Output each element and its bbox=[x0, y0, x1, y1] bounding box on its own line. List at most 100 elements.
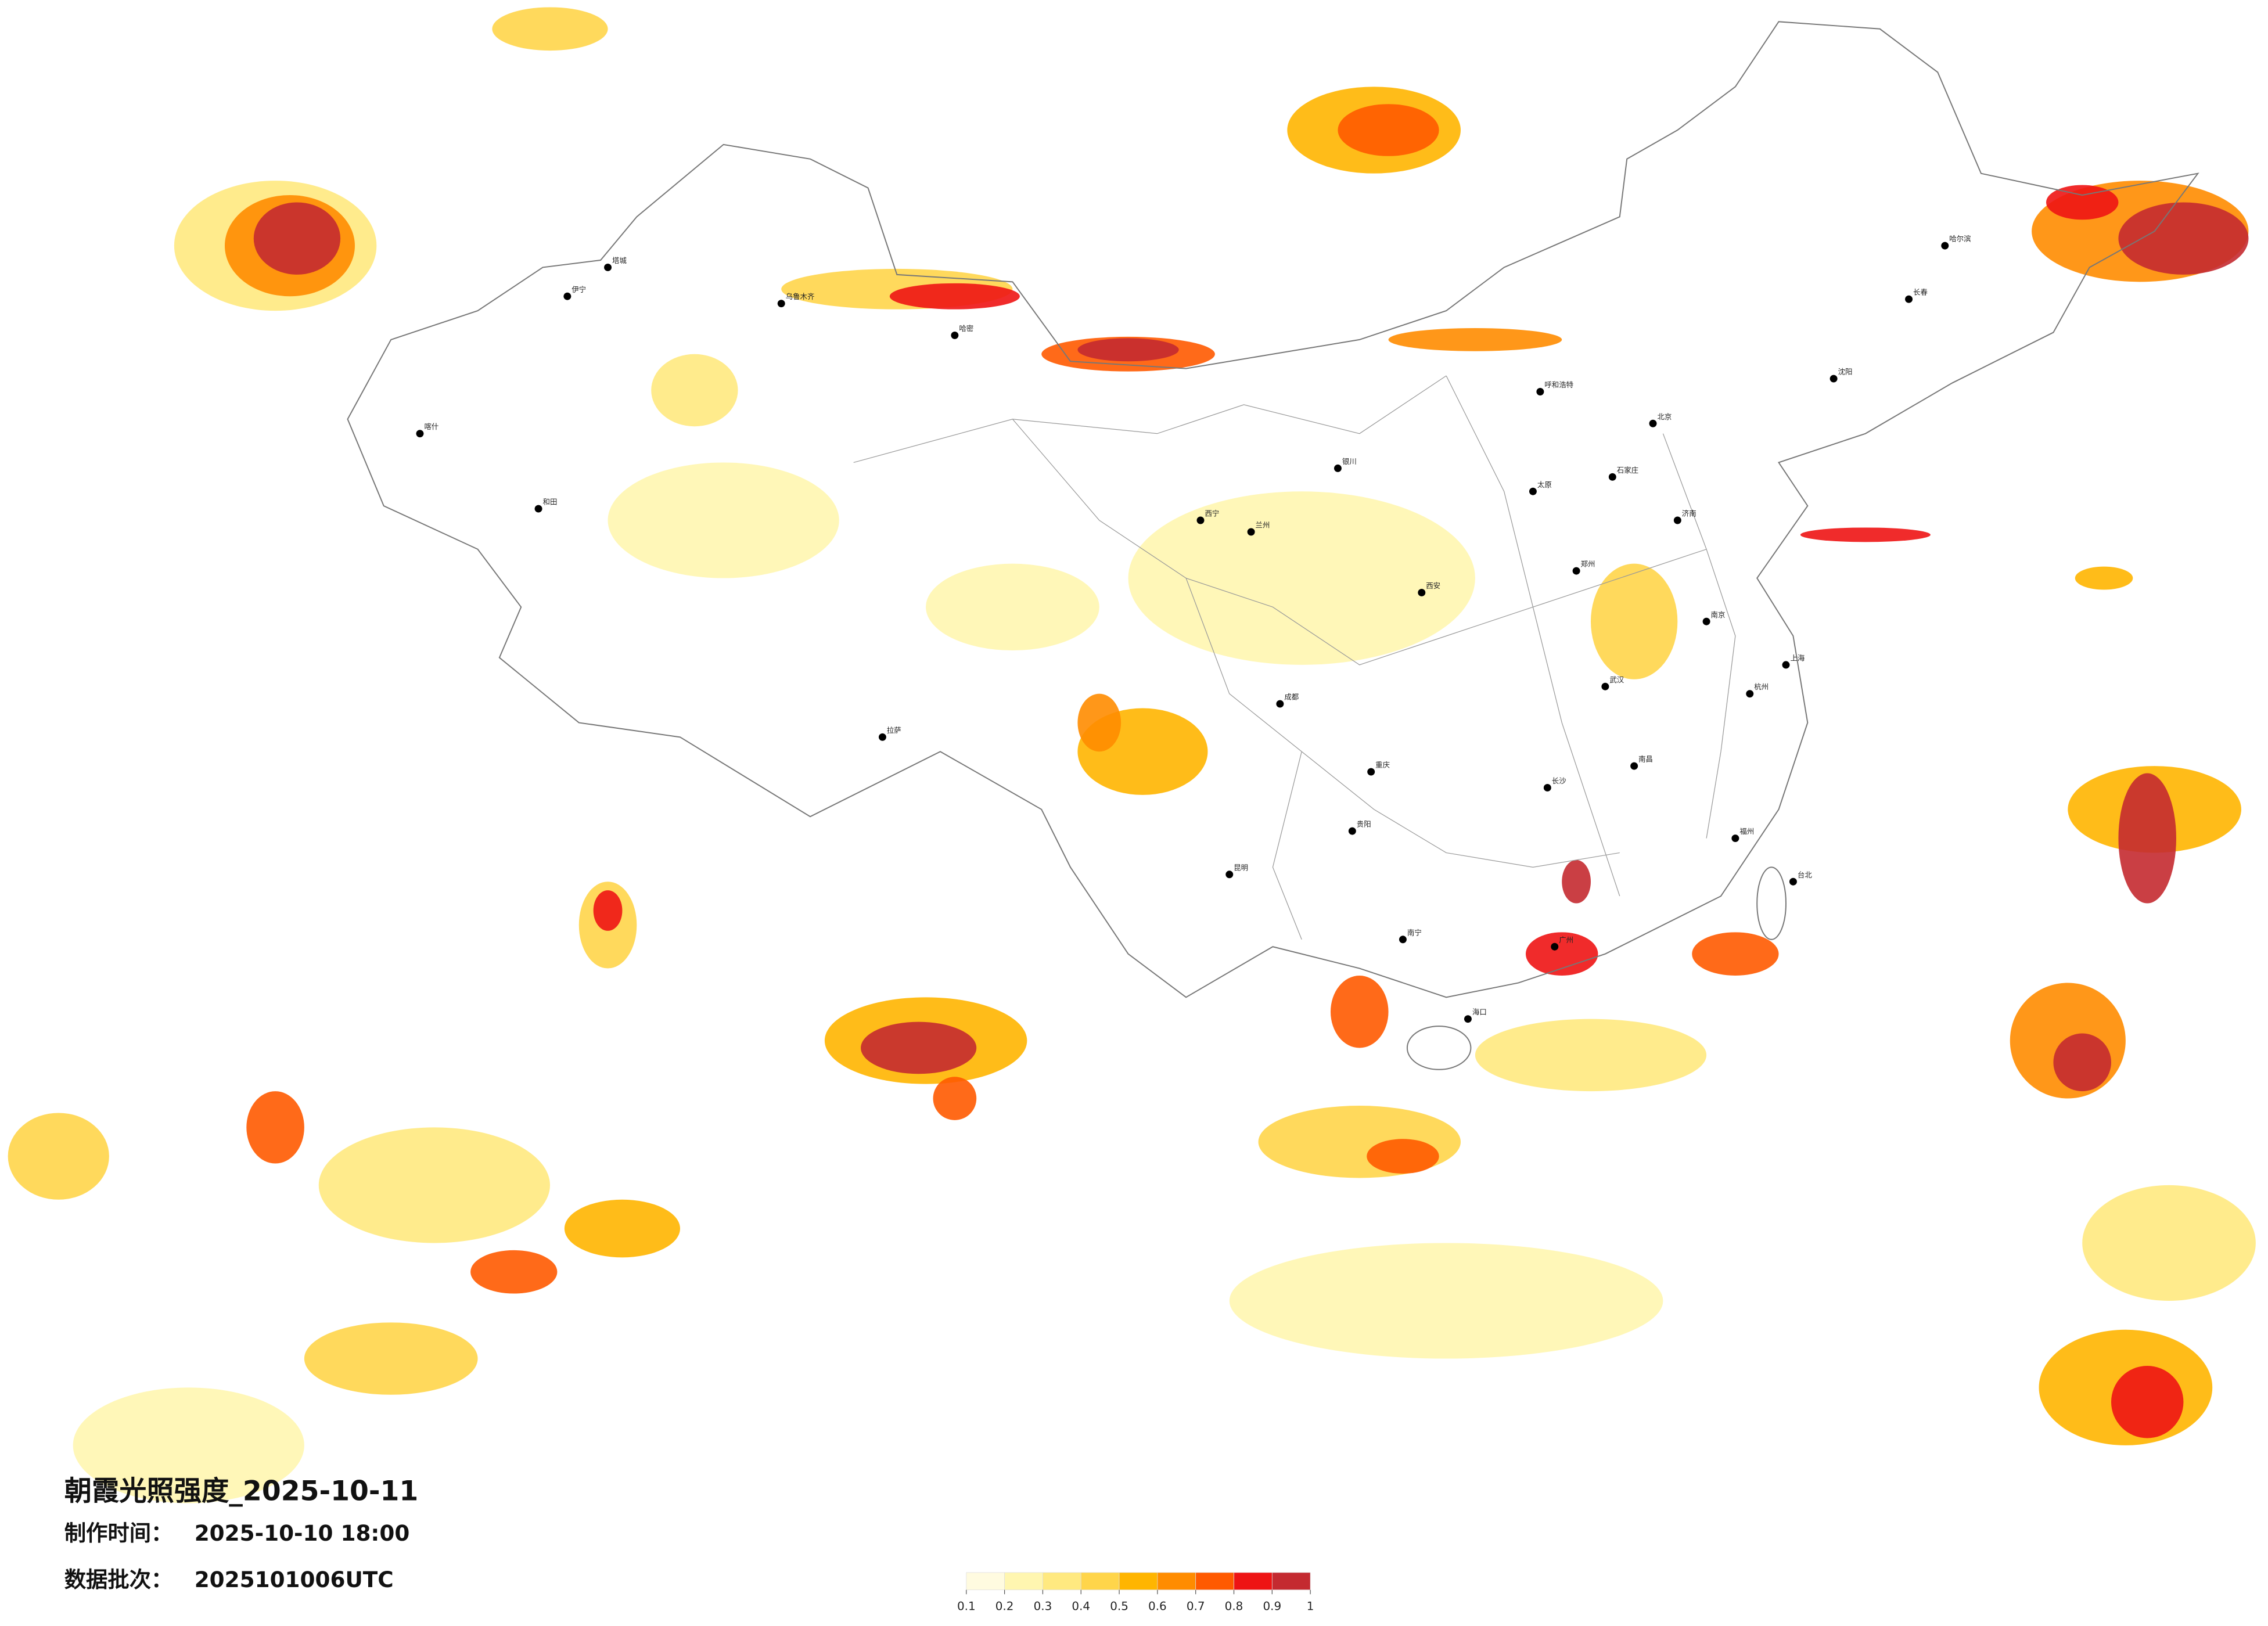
intensity-patch bbox=[2053, 1033, 2111, 1092]
city-dot bbox=[563, 292, 572, 300]
intensity-patch bbox=[246, 1091, 304, 1164]
city-label: 台北 bbox=[1798, 870, 1812, 879]
intensity-patch bbox=[2111, 1366, 2184, 1438]
city-label: 重庆 bbox=[1375, 761, 1390, 769]
legend-tick-label: 0.4 bbox=[1072, 1600, 1090, 1613]
intensity-patch bbox=[1388, 328, 1562, 351]
city-label: 哈密 bbox=[959, 324, 973, 333]
city-dot bbox=[1399, 936, 1407, 944]
legend-tick-label: 0.8 bbox=[1225, 1600, 1243, 1613]
intensity-patch bbox=[651, 354, 738, 427]
city-dot bbox=[1941, 242, 1949, 250]
legend-swatch bbox=[966, 1572, 1005, 1591]
legend-tick-label: 0.2 bbox=[995, 1600, 1014, 1613]
intensity-patch bbox=[470, 1250, 558, 1294]
province-lines bbox=[853, 375, 1736, 940]
city-dot bbox=[1276, 700, 1284, 708]
intensity-patch bbox=[304, 1322, 478, 1395]
city-label: 兰州 bbox=[1256, 520, 1270, 529]
legend-swatch bbox=[1195, 1572, 1234, 1591]
intensity-patch bbox=[933, 1077, 977, 1120]
city-label: 南宁 bbox=[1407, 928, 1422, 937]
city-label: 武汉 bbox=[1609, 675, 1624, 684]
city-label: 和田 bbox=[543, 498, 558, 506]
intensity-patch bbox=[1475, 1019, 1707, 1092]
city-label: 塔城 bbox=[612, 256, 627, 265]
city-dot bbox=[1649, 419, 1657, 427]
country-outline bbox=[347, 21, 2199, 998]
city-label: 郑州 bbox=[1581, 560, 1595, 569]
intensity-patch bbox=[318, 1127, 550, 1243]
legend-tick-label: 0.1 bbox=[957, 1600, 976, 1613]
city-dot bbox=[1789, 877, 1797, 886]
city-label: 济南 bbox=[1682, 509, 1696, 518]
intensity-patch bbox=[593, 890, 623, 931]
city-dot bbox=[604, 263, 612, 271]
city-dot bbox=[1630, 762, 1638, 770]
intensity-patch bbox=[1128, 491, 1475, 665]
city-dot bbox=[1746, 690, 1754, 698]
intensity-patch bbox=[1338, 104, 1439, 156]
city-label: 南京 bbox=[1711, 610, 1726, 619]
made-time: 2025-10-10 18:00 bbox=[195, 1520, 410, 1546]
city-label: 西宁 bbox=[1205, 509, 1219, 518]
city-dot bbox=[1334, 464, 1342, 472]
intensity-patch bbox=[1692, 932, 1779, 976]
city-label: 西安 bbox=[1426, 581, 1440, 590]
intensity-patch bbox=[2118, 773, 2176, 904]
city-label: 拉萨 bbox=[887, 726, 901, 735]
city-dot bbox=[777, 300, 785, 308]
legend-swatch bbox=[1234, 1572, 1273, 1591]
intensity-patch bbox=[2082, 1185, 2256, 1301]
intensity-patch bbox=[564, 1199, 680, 1258]
legend-swatch bbox=[1119, 1572, 1158, 1591]
city-dot bbox=[1464, 1015, 1472, 1023]
city-label: 伊宁 bbox=[572, 285, 586, 294]
legend-tick-label: 0.3 bbox=[1034, 1600, 1052, 1613]
legend-swatch bbox=[1157, 1572, 1196, 1591]
intensity-patch bbox=[2046, 185, 2119, 220]
city-dot bbox=[534, 505, 542, 513]
batch-label: 数据批次： bbox=[64, 1567, 173, 1592]
city-label: 贵阳 bbox=[1357, 820, 1371, 829]
city-label: 太原 bbox=[1537, 480, 1552, 489]
intensity-layer bbox=[8, 7, 2256, 1503]
city-dot bbox=[1572, 567, 1580, 575]
city-label: 福州 bbox=[1739, 827, 1754, 836]
city-dot bbox=[1601, 682, 1609, 690]
city-label: 上海 bbox=[1790, 653, 1805, 662]
city-label: 长春 bbox=[1913, 288, 1928, 297]
taiwan bbox=[1756, 866, 1787, 940]
city-label: 哈尔滨 bbox=[1949, 235, 1971, 243]
intensity-patch bbox=[1330, 976, 1389, 1048]
city-dot bbox=[1673, 516, 1681, 524]
intensity-patch bbox=[253, 202, 341, 275]
intensity-patch bbox=[889, 283, 1020, 310]
city-dot bbox=[1529, 487, 1537, 495]
map-title: 朝霞光照强度_2025-10-11 bbox=[64, 1475, 419, 1507]
city-dot bbox=[878, 733, 886, 741]
legend-tick-label: 1 bbox=[1307, 1600, 1314, 1613]
city-dot bbox=[1367, 768, 1375, 776]
city-label: 海口 bbox=[1472, 1008, 1487, 1016]
city-dot bbox=[1225, 870, 1234, 879]
city-dot bbox=[1536, 388, 1544, 395]
city-label: 杭州 bbox=[1754, 682, 1769, 691]
city-dot bbox=[1731, 834, 1739, 843]
intensity-patch bbox=[73, 1387, 304, 1503]
city-dot bbox=[1905, 295, 1913, 303]
legend-swatch bbox=[1004, 1572, 1043, 1591]
city-label: 石家庄 bbox=[1617, 466, 1638, 474]
legend-tick-label: 0.7 bbox=[1187, 1600, 1205, 1613]
city-dot bbox=[1830, 375, 1838, 383]
intensity-patch bbox=[2075, 566, 2133, 590]
intensity-patch bbox=[1525, 932, 1598, 976]
city-label: 沈阳 bbox=[1838, 368, 1853, 376]
city-dot bbox=[416, 430, 424, 438]
city-label: 北京 bbox=[1657, 412, 1672, 421]
intensity-patch bbox=[492, 7, 608, 51]
city-dot bbox=[1551, 942, 1559, 951]
intensity-patch bbox=[8, 1113, 109, 1200]
city-dot bbox=[1782, 661, 1790, 669]
